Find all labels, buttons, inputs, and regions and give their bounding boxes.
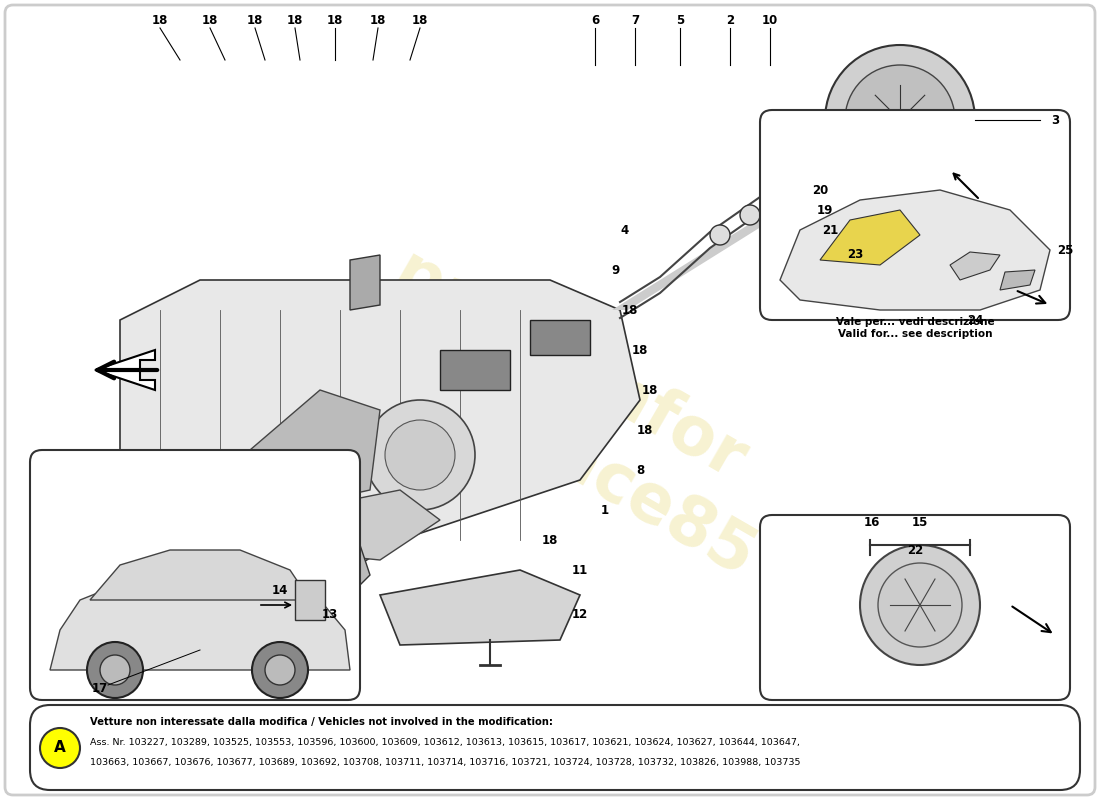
Polygon shape [379, 570, 580, 645]
Circle shape [87, 642, 143, 698]
Polygon shape [250, 390, 380, 510]
Text: passionfor
parts since85: passionfor parts since85 [295, 211, 805, 589]
FancyBboxPatch shape [30, 705, 1080, 790]
Bar [295, 580, 324, 620]
Text: 18: 18 [246, 14, 263, 26]
Text: 9: 9 [610, 263, 619, 277]
Text: 2: 2 [726, 14, 734, 26]
Text: 6: 6 [591, 14, 600, 26]
Text: 20: 20 [812, 183, 828, 197]
Text: 18: 18 [631, 343, 648, 357]
Text: 8: 8 [636, 463, 645, 477]
Text: 1: 1 [601, 503, 609, 517]
Circle shape [40, 728, 80, 768]
Polygon shape [1000, 270, 1035, 290]
Polygon shape [310, 545, 370, 595]
Circle shape [860, 545, 980, 665]
Text: 19: 19 [817, 203, 833, 217]
Text: Vetture non interessate dalla modifica / Vehicles not involved in the modificati: Vetture non interessate dalla modifica /… [90, 717, 553, 727]
Text: 10: 10 [762, 14, 778, 26]
Circle shape [252, 642, 308, 698]
Circle shape [100, 655, 130, 685]
Polygon shape [95, 350, 155, 390]
Polygon shape [780, 190, 1050, 310]
Circle shape [845, 65, 955, 175]
Text: 4: 4 [620, 223, 629, 237]
Circle shape [385, 420, 455, 490]
Text: 12: 12 [572, 609, 588, 622]
FancyBboxPatch shape [760, 110, 1070, 320]
Text: 16: 16 [864, 515, 880, 529]
Text: 18: 18 [287, 14, 304, 26]
Circle shape [710, 225, 730, 245]
Text: 21: 21 [822, 223, 838, 237]
Text: 18: 18 [542, 534, 558, 546]
FancyBboxPatch shape [760, 515, 1070, 700]
Text: 22: 22 [906, 543, 923, 557]
Polygon shape [350, 255, 380, 310]
Polygon shape [820, 210, 920, 265]
Text: 18: 18 [327, 14, 343, 26]
Circle shape [878, 563, 962, 647]
Polygon shape [120, 280, 640, 610]
Bar [440, 350, 510, 390]
Text: 17: 17 [92, 682, 108, 694]
Text: 5: 5 [675, 14, 684, 26]
Text: 11: 11 [572, 563, 588, 577]
Circle shape [825, 45, 975, 195]
Text: 18: 18 [370, 14, 386, 26]
Text: 14: 14 [272, 583, 288, 597]
Text: 13: 13 [322, 609, 338, 622]
Text: Vale per... vedi descrizione
Valid for... see description: Vale per... vedi descrizione Valid for..… [836, 317, 994, 339]
Circle shape [740, 205, 760, 225]
Text: 3: 3 [1050, 114, 1059, 126]
Polygon shape [90, 550, 310, 600]
Polygon shape [50, 575, 350, 670]
Text: 23: 23 [847, 249, 864, 262]
Text: 25: 25 [1057, 243, 1074, 257]
Text: 18: 18 [152, 14, 168, 26]
Text: 103663, 103667, 103676, 103677, 103689, 103692, 103708, 103711, 103714, 103716, : 103663, 103667, 103676, 103677, 103689, … [90, 758, 801, 766]
Text: Ass. Nr. 103227, 103289, 103525, 103553, 103596, 103600, 103609, 103612, 103613,: Ass. Nr. 103227, 103289, 103525, 103553,… [90, 738, 800, 746]
Text: A: A [54, 741, 66, 755]
Text: 18: 18 [201, 14, 218, 26]
Polygon shape [280, 490, 440, 560]
Polygon shape [950, 252, 1000, 280]
Text: 18: 18 [411, 14, 428, 26]
FancyBboxPatch shape [30, 450, 360, 700]
Text: 18: 18 [621, 303, 638, 317]
Text: 15: 15 [912, 515, 928, 529]
Text: 7: 7 [631, 14, 639, 26]
Text: 24: 24 [967, 314, 983, 326]
Text: 18: 18 [637, 423, 653, 437]
Circle shape [365, 400, 475, 510]
Text: 18: 18 [641, 383, 658, 397]
Bar [530, 320, 590, 355]
Circle shape [265, 655, 295, 685]
